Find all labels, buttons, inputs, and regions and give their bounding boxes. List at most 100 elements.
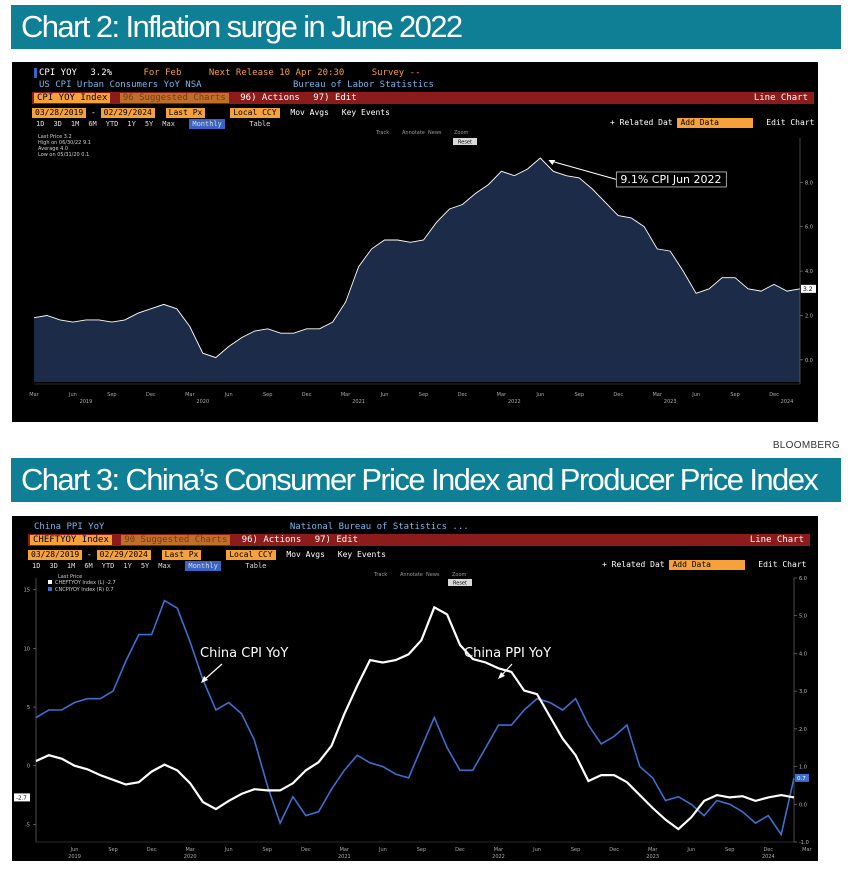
chart2-x-tick-label: Mar (185, 392, 195, 398)
chart2-related-data[interactable]: + Related Dat (610, 118, 673, 127)
chart2-desc-row: US CPI Urban Consumers YoY NSA Bureau of… (39, 79, 818, 91)
chart3-legend-swatch-ppi (48, 580, 52, 584)
chart2-reset-button (453, 138, 477, 145)
chart3-controls-row: 03/28/2019 - 02/29/2024 Last Px Local CC… (28, 549, 818, 561)
chart2-ticker: CPI YOY (39, 68, 77, 78)
chart3-right-toolbar: + Related Dat Add Data Edit Chart (602, 559, 818, 571)
chart3-edit-menu[interactable]: 97) Edit (314, 535, 359, 545)
chart3-left-tick-label: 5 (27, 705, 30, 711)
chart3-price-field[interactable]: Last Px (161, 550, 202, 560)
chart2-currency[interactable]: Local CCY (230, 108, 280, 118)
chart3-year-label: 2022 (492, 854, 505, 860)
chart3-mov-avgs[interactable]: Mov Avgs (286, 550, 325, 559)
chart3-x-tick-label: Jun (532, 847, 541, 853)
period-ytd[interactable]: YTD (105, 120, 119, 128)
chart3-index-field[interactable]: CHEFTYOY Index (30, 535, 112, 545)
chart2-price-field[interactable]: Last Px (165, 108, 206, 118)
period-1m[interactable]: 1M (70, 120, 80, 128)
period-5y[interactable]: 5Y (140, 562, 150, 570)
chart2-y-tick-label: 8.0 (805, 180, 813, 186)
chart3-annotation-ppi-arrowhead (498, 672, 505, 679)
period-1d[interactable]: 1D (32, 562, 41, 570)
period-1d[interactable]: 1D (36, 120, 45, 128)
chart2-x-tick-label: Dec (769, 392, 779, 398)
chart2-key-events[interactable]: Key Events (341, 108, 390, 117)
chart3-header-row: China PPI YoY National Bureau of Statist… (34, 521, 818, 533)
chart2-x-tick-label: Dec (146, 392, 156, 398)
period-3d[interactable]: 3D (53, 120, 62, 128)
chart3-end-date[interactable]: 02/29/2024 (96, 550, 151, 560)
chart3-x-tick-label: Sep (571, 847, 580, 853)
chart2-table-button[interactable]: Table (249, 120, 271, 128)
chart3-frequency[interactable]: Monthly (185, 561, 221, 571)
period-max[interactable]: Max (162, 120, 175, 128)
chart2-annotation-label: 9.1% CPI Jun 2022 (620, 173, 721, 186)
chart2-x-tick-label: Jun (535, 392, 544, 398)
chart3-right-tick-label: 3.0 (799, 689, 807, 695)
chart3-right-tick-label: 0.0 (799, 802, 807, 808)
chart2-x-tick-label: Jun (68, 392, 77, 398)
chart3-edit-chart[interactable]: Edit Chart (758, 560, 807, 569)
chart3-table-button[interactable]: Table (245, 562, 267, 570)
chart3-add-data[interactable]: Add Data (669, 560, 746, 570)
chart3-suggested-charts[interactable]: 90 Suggested Charts (121, 535, 231, 545)
chart2-frequency[interactable]: Monthly (189, 119, 225, 129)
chart2-x-tick-label: Dec (302, 392, 312, 398)
chart3-chart-type[interactable]: Line Chart (749, 535, 804, 545)
period-6m[interactable]: 6M (84, 562, 93, 570)
chart2-year-label: 2023 (664, 399, 677, 405)
chart2-start-date[interactable]: 03/28/2019 (32, 108, 87, 118)
chart3-legend-entry-ppi: CHEFTYOY Index (L) -2.7 (55, 580, 116, 586)
chart2-edit-chart[interactable]: Edit Chart (766, 118, 815, 127)
chart3-year-label: 2024 (762, 854, 775, 860)
chart2-marker (34, 67, 37, 78)
period-max[interactable]: Max (158, 562, 171, 570)
chart3-left-tick-label: 15 (24, 588, 30, 594)
chart2-x-tick-label: Jun (691, 392, 700, 398)
chart3-x-tick-label: Sep (263, 847, 272, 853)
chart2-end-date[interactable]: 02/29/2024 (100, 108, 155, 118)
chart3-year-label: 2020 (184, 854, 197, 860)
chart3-related-data[interactable]: + Related Dat (602, 560, 665, 569)
chart3-annotation-cpi-arrow (203, 663, 223, 681)
chart2-chart-type[interactable]: Line Chart (753, 93, 808, 103)
chart3-x-tick-label: Sep (417, 847, 426, 853)
chart2-actions-menu[interactable]: 96) Actions (240, 93, 300, 103)
chart2-header-row: CPI YOY 3.2% For Feb Next Release 10 Apr… (34, 67, 818, 79)
period-3d[interactable]: 3D (49, 562, 58, 570)
chart3-actions-menu[interactable]: 96) Actions (241, 535, 302, 545)
chart2-x-tick-label: Mar (29, 392, 39, 398)
chart3-tool-zoom: Zoom (452, 572, 467, 578)
chart3-x-tick-label: Dec (301, 847, 311, 853)
chart2-annotation-arrow (554, 161, 619, 181)
chart3-right-tick-label: 1.0 (799, 765, 807, 771)
chart3-key-events[interactable]: Key Events (337, 550, 386, 559)
chart2-suggested-charts[interactable]: 96 Suggested Charts (119, 93, 229, 103)
chart2-x-tick-label: Sep (575, 392, 584, 398)
chart2-right-toolbar: + Related Dat Add Data Edit Chart (610, 117, 818, 129)
period-1y[interactable]: 1Y (123, 562, 132, 570)
period-ytd[interactable]: YTD (101, 562, 115, 570)
chart3-tool-track: Track (373, 572, 387, 578)
chart2-description: US CPI Urban Consumers YoY NSA (39, 80, 202, 90)
chart2-annotation-box (615, 171, 727, 188)
chart2-mov-avgs[interactable]: Mov Avgs (290, 108, 329, 117)
period-1m[interactable]: 1M (66, 562, 76, 570)
chart2-index-field[interactable]: CPI YOY Index (34, 93, 111, 103)
chart2-x-tick-label: Mar (497, 392, 507, 398)
period-1y[interactable]: 1Y (127, 120, 136, 128)
period-5y[interactable]: 5Y (144, 120, 154, 128)
period-6m[interactable]: 6M (88, 120, 97, 128)
chart3-tool-news: News (426, 572, 440, 578)
chart3-annotation-cpi-arrowhead (201, 676, 208, 683)
chart3-x-tick-label: Sep (108, 847, 117, 853)
chart2-add-data[interactable]: Add Data (677, 118, 754, 128)
chart2-edit-menu[interactable]: 97) Edit (313, 93, 357, 103)
chart3-annotation-cpi: China CPI YoY (200, 646, 288, 661)
chart2-x-tick-label: Sep (419, 392, 428, 398)
chart3-start-date[interactable]: 03/28/2019 (28, 550, 83, 560)
chart3-x-tick-label: Mar (185, 847, 195, 853)
chart3-currency[interactable]: Local CCY (226, 550, 276, 560)
chart2-for-label: For Feb (143, 68, 182, 78)
